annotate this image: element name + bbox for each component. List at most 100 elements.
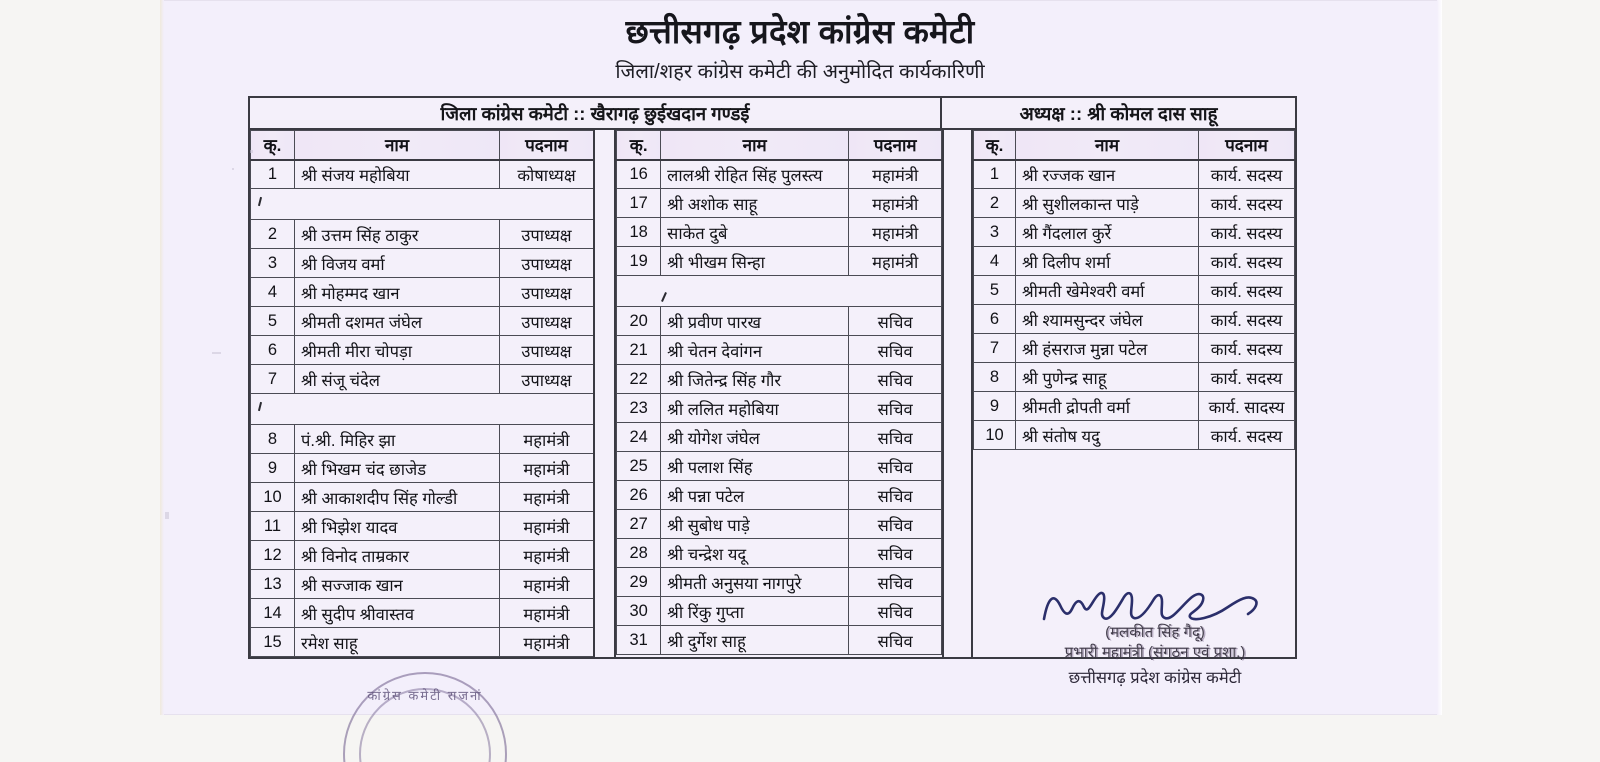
cell-post: कार्य. सदस्य [1198, 246, 1295, 276]
cell-post: सचिव [848, 538, 943, 568]
cell-name: श्री विजय वर्मा [294, 248, 500, 278]
col-header-post: पदनाम [1198, 130, 1295, 161]
cell-name: श्री श्यामसुन्दर जंघेल [1015, 304, 1199, 334]
page-title: छत्तीसगढ़ प्रदेश कांग्रेस कमेटी [625, 13, 975, 50]
table-row: 12 श्री विनोद ताम्रकार महामंत्री [250, 540, 594, 570]
table-row: 7 श्री संजू चंदेल उपाध्यक्ष [250, 364, 594, 394]
cell-name: लालश्री रोहित सिंह पुलस्त्य [660, 159, 850, 189]
cell-serial: 26 [616, 480, 662, 510]
list-table-3: क्. नाम पदनाम 1 श्री रज्जक खान कार्य. सदस्… [973, 130, 1295, 450]
table-row: 17 श्री अशोक साहू महामंत्री [616, 188, 943, 218]
cell-post: कार्य. सादस्य [1198, 391, 1295, 421]
table-spacer-row [616, 275, 943, 307]
table-row: 3 श्री विजय वर्मा उपाध्यक्ष [250, 248, 594, 278]
cell-name: श्रीमती अनुसया नागपुरे [660, 567, 850, 597]
list-block-2: क्. नाम पदनाम 16 लालश्री रोहित सिंह पुलस्… [616, 130, 943, 655]
table-spacer-row [250, 188, 594, 220]
table-row: 18 साकेत दुबे महामंत्री [616, 217, 943, 247]
cell-post: महामंत्री [848, 246, 943, 276]
cell-serial: 9 [973, 391, 1016, 421]
table-row: 9 श्रीमती द्रोपती वर्मा कार्य. सादस्य [973, 391, 1295, 421]
table-row: 29 श्रीमती अनुसया नागपुरे सचिव [616, 567, 943, 597]
cell-name: श्री भीखम सिन्हा [660, 246, 850, 276]
cell-name: श्री ललित महोबिया [660, 393, 850, 423]
cell-post: महामंत्री [499, 424, 594, 454]
cell-post: महामंत्री [499, 511, 594, 541]
cell-post: कार्य. सदस्य [1198, 159, 1295, 189]
cell-serial: 5 [973, 275, 1016, 305]
table-row: 14 श्री सुदीप श्रीवास्तव महामंत्री [250, 598, 594, 628]
cell-name: श्री पुणेन्द्र साहू [1015, 362, 1199, 392]
cell-serial: 29 [616, 567, 662, 597]
table-row: 20 श्री प्रवीण पारख सचिव [616, 306, 943, 336]
cell-name: श्री संजू चंदेल [294, 364, 500, 394]
cell-name: श्री रज्जक खान [1015, 159, 1199, 189]
cell-serial: 17 [616, 188, 662, 218]
table-row: 1 श्री संजय महोबिया कोषाध्यक्ष [250, 159, 594, 189]
cell-name: श्री गैंदलाल कुर्रे [1015, 217, 1199, 247]
congress-committee-seal-icon: कांग्रेस कमेटी राजनां [335, 672, 515, 762]
cell-post: उपाध्यक्ष [499, 248, 594, 278]
cell-post: सचिव [848, 335, 943, 365]
cell-serial: 19 [616, 246, 662, 276]
col-header-sn: क्. [250, 130, 295, 161]
seal-inner-ring [359, 688, 491, 762]
cell-name: श्री मोहम्मद खान [294, 277, 500, 307]
cell-serial: 1 [250, 159, 295, 189]
cell-name: श्री संजय महोबिया [294, 159, 500, 189]
cell-name: श्री रिंकु गुप्ता [660, 596, 850, 626]
cell-serial: 22 [616, 364, 662, 394]
cell-serial: 20 [616, 306, 662, 336]
cell-post: महामंत्री [499, 540, 594, 570]
table-row: 7 श्री हंसराज मुन्ना पटेल कार्य. सदस्य [973, 333, 1295, 363]
cell-name: श्री अशोक साहू [660, 188, 850, 218]
cell-post: कार्य. सदस्य [1198, 275, 1295, 305]
cell-serial: 8 [250, 424, 295, 454]
cell-post: महामंत्री [499, 598, 594, 628]
table-row: 28 श्री चन्द्रेश यदू सचिव [616, 538, 943, 568]
table-row: 21 श्री चेतन देवांगन सचिव [616, 335, 943, 365]
cell-post: महामंत्री [848, 159, 943, 189]
cell-serial: 8 [973, 362, 1016, 392]
list-body-3: 1 श्री रज्जक खान कार्य. सदस्य 2 श्री सुशीलका… [973, 159, 1295, 450]
cell-serial: 30 [616, 596, 662, 626]
cell-name: श्री दुर्गेश साहू [660, 625, 850, 655]
cell-serial: 2 [250, 219, 295, 249]
cell-post: कार्य. सदस्य [1198, 188, 1295, 218]
col-header-sn: क्. [973, 130, 1016, 161]
table-row: 2 श्री सुशीलकान्त पाड़े कार्य. सदस्य [973, 188, 1295, 218]
cell-name: श्री भिखम चंद छाजेड [294, 453, 500, 483]
handwritten-signature-icon [1000, 585, 1310, 627]
table-row: 4 श्री दिलीप शर्मा कार्य. सदस्य [973, 246, 1295, 276]
cell-name: पं.श्री. मिहिर झा [294, 424, 500, 454]
cell-post: सचिव [848, 596, 943, 626]
cell-serial: 10 [250, 482, 295, 512]
signatory-name: (मलकीत सिंह गैदू) [1105, 624, 1205, 641]
col-header-sn: क्. [616, 130, 662, 161]
table-row: 11 श्री भिझेश यादव महामंत्री [250, 511, 594, 541]
table-row: 6 श्री श्यामसुन्दर जंघेल कार्य. सदस्य [973, 304, 1295, 334]
table-row: 8 पं.श्री. मिहिर झा महामंत्री [250, 424, 594, 454]
table-columns-row: क्. नाम पदनाम 1 श्री संजय महोबिया कोषाध्यक… [250, 130, 1295, 657]
cell-post: महामंत्री [848, 217, 943, 247]
table-row: 15 रमेश साहू महामंत्री [250, 627, 594, 657]
list-block-1: क्. नाम पदनाम 1 श्री संजय महोबिया कोषाध्यक… [250, 130, 594, 657]
table-row: 5 श्रीमती खेमेश्वरी वर्मा कार्य. सदस्य [973, 275, 1295, 305]
col-header-name: नाम [1015, 130, 1199, 161]
cell-serial: 14 [250, 598, 295, 628]
executive-committee-table: जिला कांग्रेस कमेटी :: खैरागढ़ छुईखदान ग… [248, 96, 1297, 659]
cell-name: श्री सज्जाक खान [294, 569, 500, 599]
cell-serial: 11 [250, 511, 295, 541]
cell-name: श्री उत्तम सिंह ठाकुर [294, 219, 500, 249]
cell-serial: 5 [250, 306, 295, 336]
cell-serial: 6 [250, 335, 295, 365]
cell-post: सचिव [848, 567, 943, 597]
col-header-post: पदनाम [848, 130, 943, 161]
document-canvas: छत्तीसगढ़ प्रदेश कांग्रेस कमेटी जिला/शहर… [0, 0, 1600, 715]
cell-serial: 10 [973, 420, 1016, 450]
table-row: 10 श्री संतोष यदु कार्य. सदस्य [973, 420, 1295, 450]
district-committee-heading: जिला कांग्रेस कमेटी :: खैरागढ़ छुईखदान ग… [250, 98, 942, 128]
table-header-row: क्. नाम पदनाम [250, 130, 594, 161]
table-header-row: क्. नाम पदनाम [616, 130, 943, 161]
table-row: 26 श्री पन्ना पटेल सचिव [616, 480, 943, 510]
